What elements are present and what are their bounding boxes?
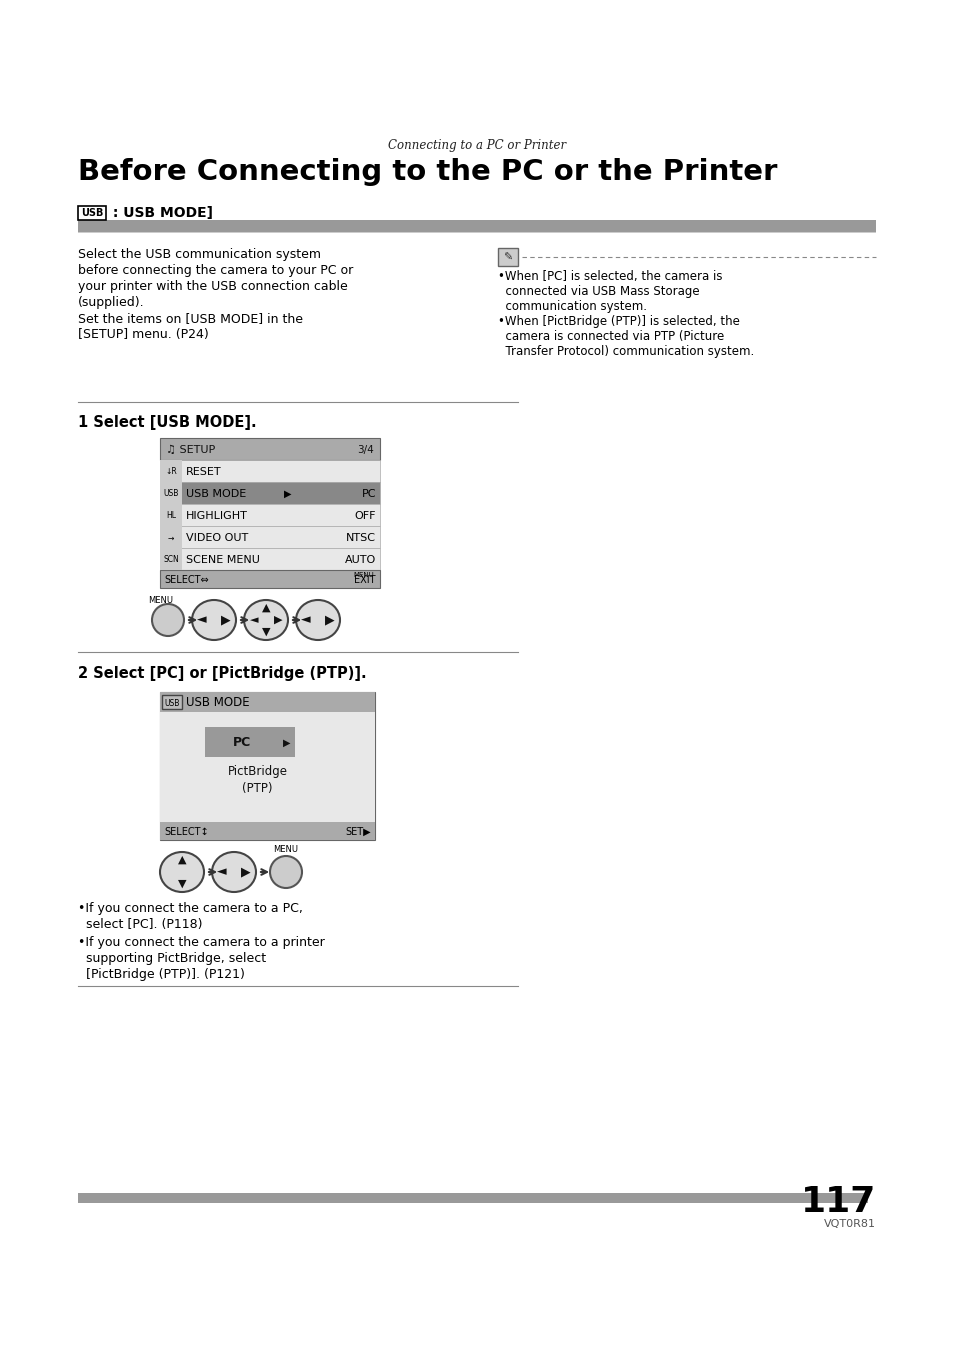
Text: Set the items on [USB MODE] in the: Set the items on [USB MODE] in the: [78, 311, 303, 325]
Text: : USB MODE]: : USB MODE]: [108, 206, 213, 220]
Text: ▶: ▶: [284, 489, 292, 499]
Bar: [160, 549, 182, 570]
Text: PC: PC: [361, 489, 375, 499]
Text: USB: USB: [81, 208, 103, 218]
Bar: [160, 504, 182, 526]
Text: ◄: ◄: [301, 613, 311, 627]
Text: NTSC: NTSC: [346, 532, 375, 543]
Text: MENU: MENU: [148, 596, 172, 605]
Text: →: →: [168, 534, 174, 542]
Circle shape: [270, 856, 302, 888]
Text: ▲: ▲: [261, 603, 270, 613]
Text: •If you connect the camera to a printer: •If you connect the camera to a printer: [78, 936, 324, 949]
Text: ▶: ▶: [274, 615, 282, 625]
Text: ▶: ▶: [325, 613, 335, 627]
Text: Connecting to a PC or Printer: Connecting to a PC or Printer: [388, 139, 565, 151]
Bar: [160, 483, 379, 504]
Bar: [160, 526, 182, 549]
Text: OFF: OFF: [355, 511, 375, 520]
Text: supporting PictBridge, select: supporting PictBridge, select: [78, 952, 266, 965]
Text: VIDEO OUT: VIDEO OUT: [186, 532, 248, 543]
Text: [PictBridge (PTP)]. (P121): [PictBridge (PTP)]. (P121): [78, 968, 245, 981]
Ellipse shape: [295, 600, 339, 640]
Bar: [497, 248, 517, 266]
Text: •When [PictBridge (PTP)] is selected, the: •When [PictBridge (PTP)] is selected, th…: [497, 315, 740, 328]
Bar: [160, 549, 379, 570]
Text: camera is connected via PTP (Picture: camera is connected via PTP (Picture: [497, 330, 723, 342]
Text: SELECT↕: SELECT↕: [164, 828, 209, 837]
Text: PC: PC: [233, 736, 251, 749]
Text: ▲: ▲: [177, 855, 186, 865]
Text: ▼: ▼: [261, 627, 270, 638]
Text: ♫ SETUP: ♫ SETUP: [166, 445, 215, 456]
Bar: [160, 460, 182, 483]
Bar: [160, 483, 182, 504]
Bar: [160, 712, 375, 822]
Text: ✎: ✎: [503, 253, 512, 263]
Ellipse shape: [212, 852, 255, 892]
Text: RESET: RESET: [186, 466, 221, 477]
Text: 1 Select [USB MODE].: 1 Select [USB MODE].: [78, 415, 256, 430]
Text: AUTO: AUTO: [344, 555, 375, 565]
Text: ▶: ▶: [283, 737, 291, 748]
Text: select [PC]. (P118): select [PC]. (P118): [78, 918, 202, 931]
Text: HL: HL: [166, 511, 175, 520]
Text: [SETUP] menu. (P24): [SETUP] menu. (P24): [78, 328, 209, 341]
Bar: [160, 460, 379, 483]
Bar: [205, 727, 294, 758]
Text: Select the USB communication system: Select the USB communication system: [78, 248, 320, 262]
Bar: [160, 438, 379, 460]
Text: ◄: ◄: [197, 613, 207, 627]
Ellipse shape: [192, 600, 235, 640]
Text: ▶: ▶: [221, 613, 231, 627]
Text: (supplied).: (supplied).: [78, 297, 145, 309]
Bar: [160, 692, 375, 840]
Text: SCENE MENU: SCENE MENU: [186, 555, 259, 565]
Bar: [78, 220, 875, 232]
Text: VQT0R81: VQT0R81: [823, 1219, 875, 1229]
Text: connected via USB Mass Storage: connected via USB Mass Storage: [497, 284, 699, 298]
Text: USB: USB: [164, 698, 179, 708]
Text: ◄: ◄: [250, 615, 258, 625]
Text: USB MODE: USB MODE: [186, 697, 250, 709]
Text: EXIT: EXIT: [354, 576, 375, 585]
Bar: [160, 570, 379, 588]
Ellipse shape: [244, 600, 288, 640]
Text: SCN: SCN: [163, 555, 178, 565]
Text: 2 Select [PC] or [PictBridge (PTP)].: 2 Select [PC] or [PictBridge (PTP)].: [78, 666, 366, 681]
Text: USB: USB: [163, 489, 178, 499]
Text: before connecting the camera to your PC or: before connecting the camera to your PC …: [78, 264, 353, 276]
Text: USB MODE: USB MODE: [186, 489, 246, 499]
Bar: [160, 692, 375, 712]
Text: PictBridge
(PTP): PictBridge (PTP): [227, 766, 287, 795]
Text: 117: 117: [800, 1185, 875, 1219]
Text: your printer with the USB connection cable: your printer with the USB connection cab…: [78, 280, 348, 293]
Text: Before Connecting to the PC or the Printer: Before Connecting to the PC or the Print…: [78, 158, 777, 186]
Text: ◄: ◄: [217, 865, 227, 879]
Ellipse shape: [160, 852, 204, 892]
Text: ▼: ▼: [177, 879, 186, 888]
Text: ▶: ▶: [241, 865, 251, 879]
Text: •If you connect the camera to a PC,: •If you connect the camera to a PC,: [78, 902, 302, 915]
Bar: [160, 504, 379, 526]
Text: Transfer Protocol) communication system.: Transfer Protocol) communication system.: [497, 345, 754, 359]
Bar: [162, 696, 182, 709]
Text: MENU: MENU: [274, 845, 298, 855]
Bar: [160, 822, 375, 840]
Text: •When [PC] is selected, the camera is: •When [PC] is selected, the camera is: [497, 270, 721, 283]
Bar: [78, 206, 106, 220]
Text: SELECT⇔: SELECT⇔: [164, 576, 209, 585]
Text: SET▶: SET▶: [345, 828, 371, 837]
Bar: [78, 1193, 867, 1202]
Text: MENU: MENU: [353, 572, 374, 578]
Text: 3/4: 3/4: [356, 445, 374, 456]
Text: HIGHLIGHT: HIGHLIGHT: [186, 511, 248, 520]
Text: ↓R: ↓R: [165, 468, 176, 476]
Text: communication system.: communication system.: [497, 301, 646, 313]
Circle shape: [152, 604, 184, 636]
Bar: [160, 526, 379, 549]
